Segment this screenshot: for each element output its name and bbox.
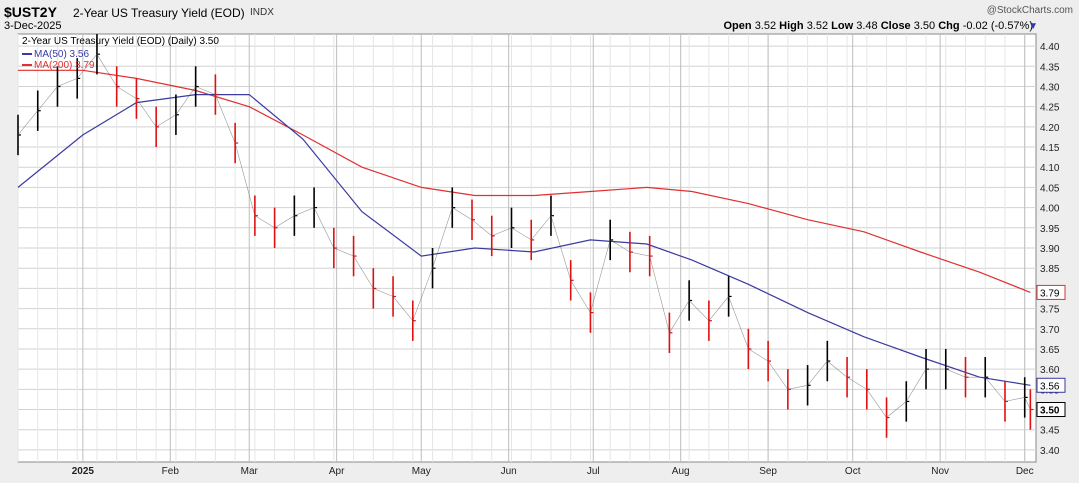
y-tick-label: 4.35 [1040, 62, 1060, 73]
close-value: 3.50 [913, 20, 936, 32]
x-tick-label: May [412, 466, 431, 477]
axis-value-tag-label: 3.79 [1040, 288, 1060, 299]
x-tick-label: Feb [162, 466, 180, 477]
y-tick-label: 4.10 [1040, 163, 1060, 174]
y-tick-label: 4.40 [1040, 42, 1060, 53]
y-tick-label: 4.05 [1040, 183, 1060, 194]
chg-value: -0.02 (-0.57%) [962, 20, 1033, 32]
y-tick-label: 3.95 [1040, 224, 1060, 235]
x-tick-label: Jul [587, 466, 600, 477]
x-tick-label: Oct [845, 466, 861, 477]
y-tick-label: 4.25 [1040, 103, 1060, 114]
y-tick-label: 3.90 [1040, 244, 1060, 255]
open-label: Open [723, 20, 752, 32]
y-tick-label: 4.00 [1040, 204, 1060, 215]
symbol-label: $UST2Y [4, 4, 57, 20]
x-tick-label: Apr [329, 466, 345, 477]
x-tick-label: Jun [501, 466, 517, 477]
y-tick-label: 4.20 [1040, 123, 1060, 134]
legend-main: 2-Year US Treasury Yield (EOD) (Daily) 3… [22, 36, 219, 47]
logo-text: @StockCharts.com [986, 5, 1073, 16]
price-close-line [17, 53, 1031, 419]
axis-value-tag [1036, 284, 1066, 300]
y-tick-label: 3.40 [1040, 446, 1060, 457]
close-label: Close [880, 20, 911, 32]
y-tick-label: 3.65 [1040, 345, 1060, 356]
y-tick-label: 3.70 [1040, 325, 1060, 336]
y-tick-label: 3.85 [1040, 264, 1060, 275]
exchange-label: INDX [250, 7, 274, 18]
ohlc-readout: Open 3.52 High 3.52 Low 3.48 Close 3.50 … [724, 20, 1034, 32]
axis-value-tag-label: 3.50 [1040, 406, 1060, 417]
y-tick-label: 3.75 [1040, 305, 1060, 316]
low-value: 3.48 [856, 20, 878, 32]
x-tick-label: Dec [1016, 466, 1034, 477]
y-tick-label: 3.45 [1040, 426, 1060, 437]
high-label: High [779, 20, 804, 32]
low-label: Low [831, 20, 854, 32]
x-tick-label: Mar [241, 466, 259, 477]
x-tick-label: Sep [759, 466, 777, 477]
axis-value-tag-label: 3.56 [1040, 381, 1060, 392]
chevron-down-icon[interactable]: ▼ [1028, 21, 1038, 32]
x-tick-label: Aug [672, 466, 690, 477]
y-tick-label: 4.30 [1040, 82, 1060, 93]
chg-label: Chg [938, 20, 960, 32]
y-tick-label: 4.15 [1040, 143, 1060, 154]
legend-ma200: MA(200) 3.79 [34, 60, 95, 71]
axis-value-tag [1036, 402, 1066, 418]
legend-ma50: MA(50) 3.56 [34, 49, 89, 60]
x-tick-label: 2025 [72, 466, 95, 477]
open-value: 3.52 [754, 20, 777, 32]
x-tick-label: Nov [931, 466, 949, 477]
y-tick-label: 3.60 [1040, 365, 1060, 376]
chart-title: 2-Year US Treasury Yield (EOD) [73, 6, 245, 20]
date-label: 3-Dec-2025 [4, 20, 62, 32]
axis-value-tag [1036, 377, 1066, 393]
high-value: 3.52 [806, 20, 829, 32]
